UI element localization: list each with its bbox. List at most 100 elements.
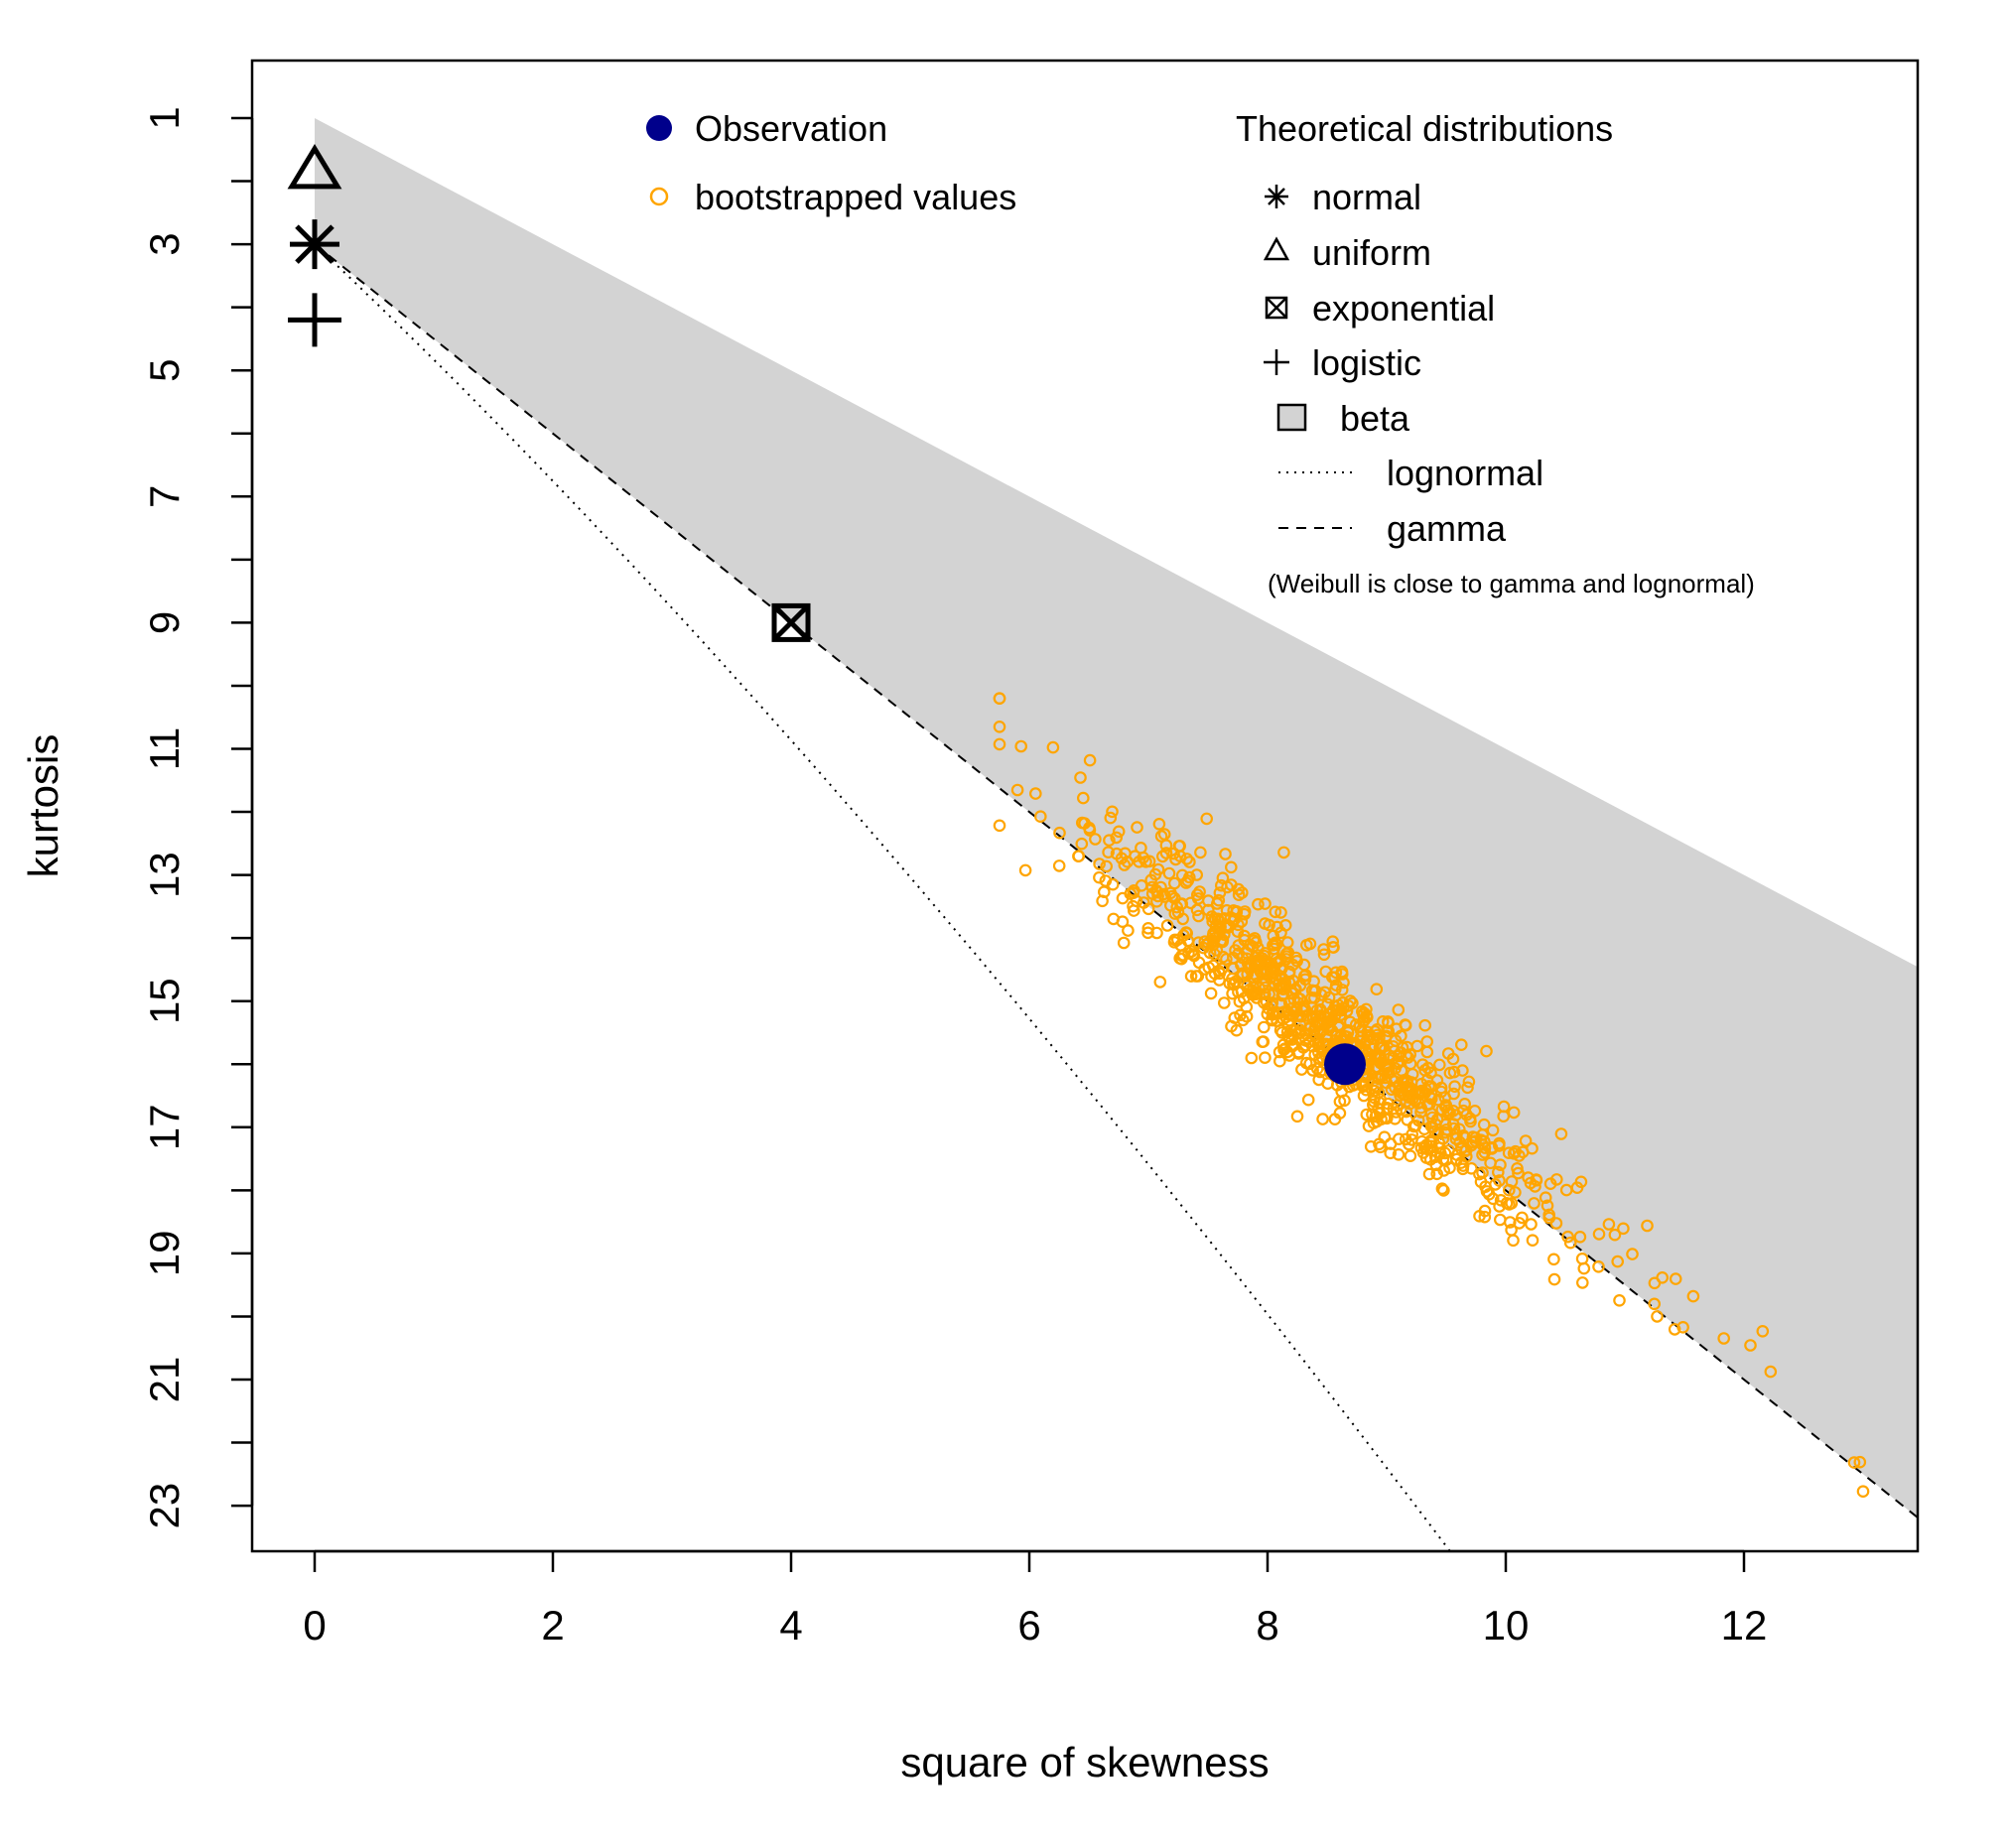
bootstrap-point — [1253, 956, 1266, 970]
bootstrap-point — [1456, 1064, 1469, 1077]
bootstrap-point — [1274, 906, 1287, 919]
beta-region — [315, 118, 1918, 1518]
legend-normal-marker — [1265, 185, 1288, 208]
bootstrap-point — [1366, 1032, 1379, 1045]
bootstrap-point — [1486, 1123, 1500, 1137]
bootstrap-point — [1301, 1093, 1315, 1107]
bootstrap-point — [1357, 1080, 1370, 1093]
bootstrap-point — [1077, 791, 1090, 805]
bootstrap-point — [1172, 840, 1186, 853]
y-tick-label: 21 — [141, 1357, 188, 1403]
bootstrap-point — [1141, 926, 1154, 940]
bootstrap-point — [1218, 912, 1231, 925]
bootstrap-point — [993, 692, 1006, 705]
bootstrap-point — [1213, 886, 1227, 899]
bootstrap-point — [1029, 787, 1042, 800]
bootstrap-point — [1334, 1008, 1347, 1021]
bootstrap-point — [1390, 1022, 1404, 1035]
legend-beta-marker — [1276, 403, 1307, 432]
bootstrap-point — [1563, 1236, 1577, 1250]
bootstrap-point — [1216, 950, 1230, 964]
bootstrap-point — [1174, 939, 1187, 952]
bootstrap-point — [1175, 897, 1188, 910]
bootstrap-point — [1512, 1166, 1525, 1180]
bootstrap-point — [1592, 1260, 1605, 1273]
bootstrap-point — [1447, 1087, 1460, 1101]
bootstrap-point — [1430, 1167, 1443, 1181]
bootstrap-point — [1160, 919, 1174, 932]
bootstrap-point — [1592, 1228, 1606, 1241]
bootstrap-point — [1206, 915, 1219, 928]
bootstrap-point — [1435, 1182, 1449, 1195]
y-tick-label: 3 — [141, 232, 188, 255]
bootstrap-point — [1176, 912, 1189, 926]
bootstrap-point — [1152, 817, 1166, 831]
bootstrap-point — [1764, 1365, 1778, 1379]
bootstrap-point — [993, 737, 1006, 751]
bootstrap-point — [1461, 1081, 1474, 1095]
bootstrap-point — [1293, 1018, 1307, 1031]
bootstrap-point — [1344, 994, 1357, 1007]
bootstrap-point — [1554, 1127, 1568, 1140]
bootstrap-point — [1744, 1339, 1757, 1352]
legend-gamma-label: gamma — [1387, 508, 1507, 549]
bootstrap-point — [1429, 1158, 1443, 1172]
bootstrap-point — [1164, 886, 1177, 900]
bootstrap-point — [1241, 957, 1255, 970]
bootstrap-point — [1271, 920, 1283, 934]
bootstrap-point — [1162, 866, 1176, 880]
bootstrap-point — [1100, 859, 1113, 873]
bootstrap-point — [1511, 1162, 1524, 1175]
y-tick-label: 19 — [141, 1231, 188, 1277]
bootstrap-point — [1529, 1180, 1541, 1193]
bootstrap-point — [1626, 1248, 1639, 1260]
legend-bootstrap-label: bootstrapped values — [695, 177, 1016, 217]
bootstrap-point — [1756, 1325, 1770, 1338]
bootstrap-point — [1240, 1009, 1254, 1023]
bootstrap-point — [1189, 970, 1203, 983]
bootstrap-point — [1484, 1156, 1497, 1170]
bootstrap-point — [1053, 826, 1066, 840]
bootstrap-point — [1150, 926, 1163, 940]
bootstrap-point — [1193, 885, 1206, 898]
bootstrap-point — [1290, 1110, 1304, 1123]
bootstrap-point — [1373, 1072, 1386, 1086]
bootstrap-point — [1256, 1035, 1270, 1048]
bootstrap-point — [1316, 1113, 1329, 1125]
bootstrap-point — [1669, 1272, 1682, 1285]
bootstrap-points — [993, 692, 1870, 1498]
bootstrap-point — [1266, 1013, 1279, 1027]
bootstrap-point — [1407, 1120, 1420, 1133]
bootstrap-point — [1207, 959, 1220, 973]
bootstrap-point — [1404, 1149, 1417, 1162]
bootstrap-point — [1503, 1198, 1516, 1211]
bootstrap-point — [1399, 1132, 1412, 1146]
bootstrap-point — [1374, 1093, 1387, 1106]
bootstrap-point — [1075, 837, 1089, 851]
bootstrap-point — [1369, 1079, 1383, 1093]
bootstrap-point — [1528, 1197, 1541, 1210]
bootstrap-point — [1393, 1132, 1406, 1145]
observation-point — [1324, 1043, 1366, 1086]
bootstrap-point — [1333, 1095, 1347, 1109]
bootstrap-point — [1530, 1174, 1543, 1187]
bootstrap-point — [1853, 1455, 1867, 1469]
y-tick-label: 11 — [141, 727, 188, 771]
bootstrap-point — [1497, 1100, 1511, 1114]
bootstrap-point — [1129, 850, 1141, 862]
bootstrap-point — [1502, 1146, 1516, 1159]
lognormal-line — [314, 243, 1452, 1551]
bootstrap-point — [1478, 1210, 1492, 1224]
bootstrap-point — [1305, 990, 1318, 1004]
bootstrap-point — [1313, 1065, 1327, 1079]
bootstrap-point — [1847, 1456, 1861, 1469]
bootstrap-point — [1292, 1027, 1305, 1040]
bootstrap-point — [1110, 831, 1123, 845]
bootstrap-point — [1112, 825, 1126, 839]
bootstrap-point — [1266, 1005, 1279, 1019]
bootstrap-point — [1493, 1136, 1506, 1150]
bootstrap-point — [1329, 966, 1343, 980]
bootstrap-point — [1169, 853, 1182, 866]
x-tick-label: 12 — [1721, 1602, 1768, 1649]
